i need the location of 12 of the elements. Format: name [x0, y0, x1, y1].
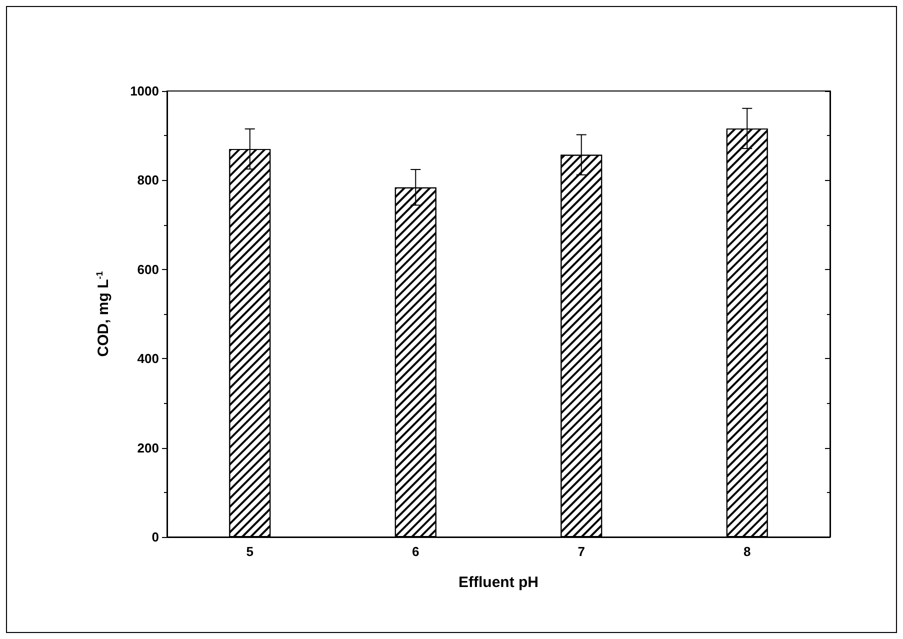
y-tick-label: 200	[137, 440, 159, 456]
x-tick-label: 8	[744, 544, 751, 559]
y-axis-title: COD, mg L-1	[94, 271, 112, 357]
y-tick-label: 0	[152, 530, 159, 544]
y-tick-label: 600	[137, 262, 159, 277]
y-tick-label: 400	[137, 351, 159, 366]
x-axis-title: Effluent pH	[458, 574, 538, 591]
y-tick-label: 800	[137, 172, 159, 188]
x-tick-label: 6	[412, 544, 420, 559]
x-tick-label: 7	[578, 544, 585, 559]
x-tick-label: 5	[246, 544, 254, 559]
y-tick-label: 1000	[130, 84, 159, 98]
